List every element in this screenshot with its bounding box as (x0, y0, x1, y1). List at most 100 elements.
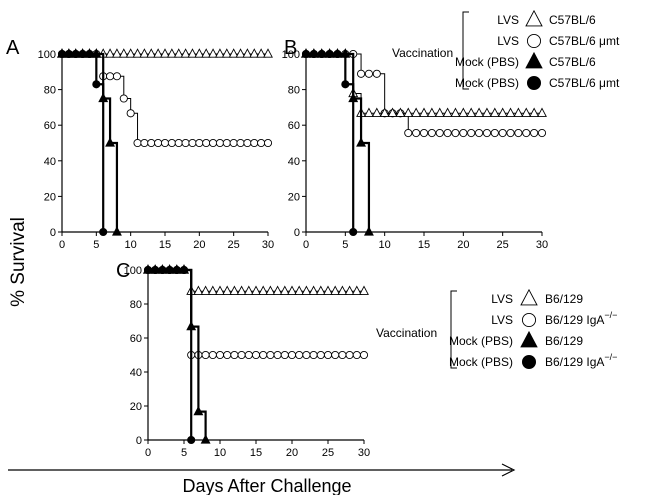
data-point-b-open-triangle (395, 107, 406, 117)
panel-b: B 0 5 10 15 20 25 30 0 20 40 60 80 100 (282, 37, 548, 251)
panel-letter-a: A (6, 37, 20, 59)
legend-top-bracket (462, 11, 469, 90)
data-point-a-open-triangle (105, 48, 116, 58)
data-point-b-open-circle (522, 128, 531, 138)
legend-bottom: LVS B6/129 LVS B6/129 IgA−/− Mock (PBS) B6/12… (449, 288, 617, 370)
legend-bottom-treatment-1: LVS (491, 313, 513, 327)
data-point-a-open-circle (236, 138, 245, 148)
data-point-b-filled-circle (301, 49, 311, 59)
legend-bottom-bracket (450, 290, 457, 369)
data-point-b-open-triangle (363, 107, 374, 117)
y-tick-label-b: 40 (288, 156, 300, 168)
data-point-c-open-triangle (351, 285, 362, 295)
data-point-b-open-triangle (450, 107, 461, 117)
x-tick-label-b: 10 (379, 239, 391, 251)
x-axis-label: Days After Challenge (182, 476, 351, 495)
data-point-c-filled-triangle (193, 405, 204, 416)
data-point-c-filled-circle (172, 265, 181, 275)
legend-top-marker-3 (526, 75, 542, 91)
data-point-a-open-circle (229, 138, 238, 148)
data-point-b-filled-circle (333, 49, 342, 59)
data-point-c-open-triangle (315, 285, 326, 295)
data-point-c-open-triangle (193, 285, 204, 295)
legend-top-treatment-2: Mock (PBS) (455, 55, 519, 69)
data-point-c-open-circle (259, 350, 268, 360)
data-point-a-filled-triangle (111, 226, 122, 236)
data-point-b-open-circle (490, 128, 499, 138)
series-line-c-open-circle (148, 269, 364, 356)
x-tick-label-a: 25 (228, 239, 240, 251)
x-tick-label-b: 5 (342, 239, 348, 251)
y-tick-label-a: 40 (44, 156, 56, 168)
data-point-a-filled-triangle (105, 137, 116, 147)
data-point-a-open-circle (215, 138, 224, 148)
legend-bottom-treatment-0: LVS (491, 292, 513, 306)
y-tick-label-b: 80 (288, 85, 300, 97)
data-point-a-open-triangle (132, 48, 143, 58)
data-point-a-open-circle (222, 138, 231, 148)
legend-top-treatment-1: LVS (497, 34, 519, 48)
data-point-c-open-circle (251, 350, 261, 360)
x-tick-label-c: 25 (322, 447, 334, 459)
data-point-b-open-circle (451, 128, 460, 138)
data-point-a-open-triangle (256, 48, 267, 58)
data-point-b-filled-circle (325, 49, 334, 59)
legend-top-strain-2: C57BL/6 (549, 55, 596, 69)
legend-top: LVS C57BL/6 LVS C57BL/6 μmt Mock (PBS) C57BL/… (455, 9, 620, 91)
legend-top-treatment-3: Mock (PBS) (455, 76, 519, 90)
data-point-c-open-triangle (215, 285, 225, 295)
data-point-b-filled-circle (317, 49, 326, 59)
legend-bottom-strain-3: B6/129 IgA−/− (545, 352, 617, 369)
data-point-c-open-circle (295, 350, 304, 360)
data-point-a-open-circle (133, 138, 142, 148)
legend-bottom-strain-1: B6/129 IgA−/− (545, 310, 617, 327)
legend-top-marker-1 (526, 33, 542, 49)
data-point-a-open-triangle (242, 48, 253, 58)
legend-top-group-label: Vaccination (392, 46, 453, 60)
legend-top-marker-0 (525, 9, 543, 27)
data-point-b-open-circle (419, 128, 429, 138)
data-point-b-filled-circle (349, 227, 358, 237)
data-point-c-open-triangle (308, 285, 319, 295)
data-point-c-open-triangle (344, 285, 355, 295)
data-point-a-filled-circle (92, 80, 101, 89)
data-point-c-open-circle (215, 350, 225, 360)
data-point-b-open-circle (404, 128, 413, 138)
data-point-c-filled-circle (158, 265, 167, 275)
data-point-b-filled-triangle (363, 226, 374, 236)
data-point-c-open-triangle (287, 285, 297, 295)
data-point-a-open-triangle (214, 48, 225, 58)
data-point-b-open-triangle (403, 107, 414, 117)
data-point-c-open-circle (338, 350, 347, 360)
data-point-c-open-triangle (222, 285, 233, 295)
data-point-b-open-circle (443, 128, 452, 138)
data-point-c-open-triangle (229, 285, 240, 295)
data-point-b-open-circle (357, 69, 366, 78)
y-tick-label-c: 100 (124, 265, 142, 277)
y-tick-label-c: 60 (130, 333, 142, 345)
data-point-c-open-circle (273, 350, 282, 360)
legend-bottom-treatment-3: Mock (PBS) (449, 355, 513, 369)
data-point-c-open-triangle (258, 285, 269, 295)
panel-a: A 0 5 10 15 20 25 30 0 20 40 60 80 100 (6, 37, 274, 251)
x-tick-label-c: 0 (145, 447, 151, 459)
data-point-b-open-circle (459, 128, 468, 138)
x-tick-label-a: 20 (193, 239, 205, 251)
data-point-a-open-circle (263, 138, 273, 148)
data-point-a-open-circle (243, 138, 252, 148)
legend-top-strain-3: C57BL/6 μmt (549, 76, 620, 90)
data-point-a-open-triangle (166, 48, 177, 58)
y-tick-label-a: 0 (50, 227, 56, 239)
data-point-b-open-circle (412, 128, 421, 138)
data-point-a-open-circle (202, 138, 211, 148)
data-point-b-open-triangle (426, 107, 437, 117)
y-tick-label-a: 100 (38, 49, 56, 61)
data-point-a-open-circle (126, 109, 135, 118)
data-point-c-filled-circle (165, 265, 174, 275)
y-tick-label-b: 60 (288, 120, 300, 132)
data-point-c-open-circle (302, 350, 311, 360)
data-point-c-filled-circle (187, 435, 196, 445)
data-point-b-open-triangle (497, 107, 508, 117)
data-point-b-open-circle (364, 69, 373, 78)
x-tick-label-c: 10 (214, 447, 226, 459)
